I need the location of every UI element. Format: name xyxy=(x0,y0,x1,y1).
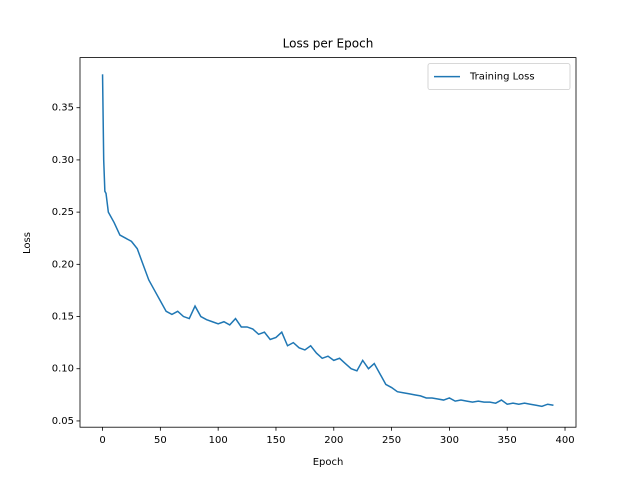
x-tick-label: 350 xyxy=(498,435,517,446)
x-tick-label: 50 xyxy=(154,435,167,446)
x-tick-label: 200 xyxy=(324,435,343,446)
y-tick-label: 0.10 xyxy=(52,364,74,375)
x-tick-label: 300 xyxy=(440,435,459,446)
x-tick-label: 0 xyxy=(99,435,105,446)
x-tick-label: 100 xyxy=(209,435,228,446)
y-tick-label: 0.20 xyxy=(52,259,74,270)
chart-title: Loss per Epoch xyxy=(283,37,374,51)
legend-box xyxy=(427,63,571,90)
y-tick-label: 0.35 xyxy=(52,103,74,114)
y-tick-label: 0.25 xyxy=(52,207,74,218)
y-tick-label: 0.30 xyxy=(52,155,74,166)
y-axis-label: Loss xyxy=(22,232,33,254)
x-tick-label: 400 xyxy=(555,435,574,446)
x-tick-label: 150 xyxy=(266,435,285,446)
data-line xyxy=(101,74,554,408)
plot-frame xyxy=(79,57,577,428)
y-tick-label: 0.05 xyxy=(52,416,74,427)
legend-label: Training Loss xyxy=(469,72,535,83)
y-tick-label: 0.15 xyxy=(52,312,74,323)
x-tick-label: 250 xyxy=(382,435,401,446)
x-axis-label: Epoch xyxy=(313,457,344,468)
